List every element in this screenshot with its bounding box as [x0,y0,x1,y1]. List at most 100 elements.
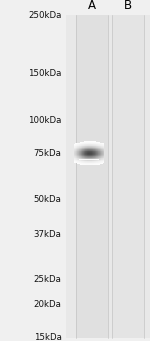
Bar [95,161,96,162]
Bar [96,161,97,162]
Bar [90,160,91,161]
Bar [93,144,94,145]
Bar [84,152,85,153]
Bar [82,148,83,149]
Bar [94,159,95,160]
Bar [95,149,96,150]
Bar [101,162,102,163]
Bar [91,146,92,147]
Bar [94,155,95,156]
Bar [85,147,86,148]
Bar [89,141,90,142]
Bar [91,141,92,142]
Bar [79,159,80,160]
Bar [103,146,104,147]
Bar [82,143,83,144]
Bar [102,154,103,155]
Bar [97,143,98,144]
Bar [100,149,101,150]
Bar [83,148,84,149]
Bar [103,143,104,144]
Bar [80,144,81,145]
Bar [102,163,103,164]
Bar [96,145,97,146]
Bar [87,141,88,142]
Bar [88,153,89,154]
Bar [92,156,93,157]
Bar [88,154,89,155]
Bar [85,147,86,148]
Bar [91,159,92,160]
Bar [90,144,91,145]
Bar [88,158,89,159]
Bar [90,149,91,150]
Bar [95,156,96,157]
Bar [112,15,144,338]
Bar [97,148,98,149]
Bar [102,147,103,148]
Bar [90,141,91,142]
Bar [94,160,95,161]
Bar [96,149,97,150]
Bar [100,145,101,146]
Bar [103,161,104,162]
Bar [94,162,95,163]
Bar [84,159,85,160]
Bar [85,143,86,144]
Bar [97,146,98,147]
Bar [81,148,82,149]
Bar [82,157,83,158]
Bar [80,155,81,156]
Bar [96,142,97,143]
Bar [88,145,89,146]
Bar [82,161,83,162]
Bar [88,151,89,152]
Bar [76,155,77,156]
Bar [92,160,93,161]
Bar [83,159,84,160]
Bar [76,148,77,149]
Bar [100,146,101,147]
Bar [96,152,97,153]
Bar [74,157,75,158]
Bar [92,147,93,148]
Bar [93,156,94,157]
Bar [95,152,96,153]
Bar [77,156,78,157]
Bar [76,162,77,163]
Bar [94,163,95,164]
Bar [82,156,83,157]
Bar [84,157,85,158]
Bar [90,162,91,163]
Bar [101,158,102,159]
Bar [88,147,89,148]
Bar [87,144,88,145]
Bar [85,155,86,156]
Bar [99,158,100,159]
Bar [85,160,86,161]
Bar [85,148,86,149]
Bar [78,146,79,147]
Bar [102,153,103,154]
Bar [78,152,79,153]
Bar [80,152,81,153]
Text: 25kDa: 25kDa [34,275,62,284]
Bar [86,164,87,165]
Bar [80,157,81,158]
Bar [87,142,88,143]
Bar [82,159,83,160]
Bar [94,141,95,142]
Bar [80,161,81,162]
Bar [91,158,92,159]
Bar [96,146,97,147]
Bar [77,151,78,152]
Bar [76,143,77,144]
Bar [75,151,76,152]
Bar [103,157,104,158]
Bar [87,151,88,152]
Bar [75,150,76,151]
Bar [85,158,86,159]
Bar [75,162,76,163]
Bar [84,156,85,157]
Bar [79,153,80,154]
